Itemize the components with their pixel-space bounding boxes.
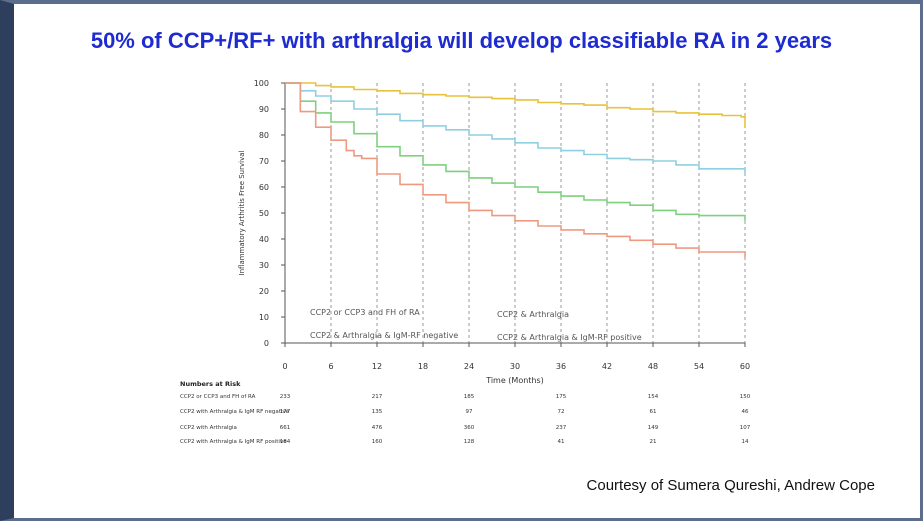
- x-tick-label: 0: [282, 362, 287, 371]
- x-tick-label: 36: [556, 362, 566, 371]
- numbers-at-risk-table: Numbers at Risk CCP2 or CCP3 and FH of RA…: [180, 380, 751, 445]
- risk-cell: 160: [372, 439, 383, 445]
- risk-cell: 135: [372, 409, 383, 415]
- y-tick-label: 50: [259, 209, 269, 218]
- risk-cell: 175: [556, 394, 567, 400]
- x-tick-label: 18: [418, 362, 428, 371]
- legend-entry-4: CCP2 & Arthralgia & IgM-RF positive: [497, 333, 642, 342]
- risk-row-label: CCP2 with Arthralgia: [180, 425, 237, 431]
- risk-row-label: CCP2 or CCP3 and FH of RA: [180, 394, 256, 400]
- y-tick-label: 100: [254, 79, 269, 88]
- y-tick-label: 40: [259, 235, 269, 244]
- risk-cell: 154: [648, 394, 659, 400]
- risk-cell: 360: [464, 425, 475, 431]
- series-line-4: [285, 82, 746, 258]
- slide-title: 50% of CCP+/RF+ with arthralgia will dev…: [90, 28, 833, 53]
- risk-cell: 217: [372, 394, 383, 400]
- y-axis-label: Inflammatory Arthritis Free Survival: [238, 150, 246, 275]
- axes: 0 10 20 30 40 50 60 70 80 90 100 0 6 12 18 24 30 36 42 48 54…: [238, 79, 750, 385]
- y-tick-label: 20: [259, 287, 269, 296]
- risk-cell: 41: [558, 439, 565, 445]
- risk-cell: 72: [558, 409, 565, 415]
- series-lines: [285, 82, 746, 258]
- risk-cell: 128: [464, 439, 475, 445]
- risk-cell: 14: [742, 439, 749, 445]
- risk-row-label: CCP2 with Arthralgia & IgM RF positive: [180, 439, 287, 445]
- y-tick-label: 30: [259, 261, 269, 270]
- risk-cell: 233: [280, 394, 291, 400]
- x-axis-label: Time (Months): [485, 376, 544, 385]
- legend-entry-1: CCP2 or CCP3 and FH of RA: [310, 308, 420, 317]
- x-tick-label: 30: [510, 362, 520, 371]
- x-tick-label: 54: [694, 362, 704, 371]
- risk-cell: 184: [280, 439, 291, 445]
- legend-entry-3: CCP2 & Arthralgia & IgM-RF negative: [310, 331, 458, 340]
- y-tick-label: 0: [264, 339, 269, 348]
- risk-cell: 61: [650, 409, 657, 415]
- risk-cell: 237: [556, 425, 567, 431]
- y-tick-label: 60: [259, 183, 269, 192]
- risk-cell: 21: [650, 439, 657, 445]
- risk-cell: 46: [742, 409, 749, 415]
- x-tick-label: 42: [602, 362, 612, 371]
- legend: CCP2 or CCP3 and FH of RA CCP2 & Arthralg…: [310, 308, 642, 342]
- x-tick-label: 60: [740, 362, 750, 371]
- series-line-2: [285, 82, 746, 174]
- risk-cell: 150: [740, 394, 751, 400]
- risk-table-heading: Numbers at Risk: [180, 380, 241, 388]
- risk-cell: 107: [740, 425, 751, 431]
- risk-cell: 185: [464, 394, 475, 400]
- series-line-3: [285, 82, 746, 221]
- x-tick-label: 24: [464, 362, 474, 371]
- legend-entry-2: CCP2 & Arthralgia: [497, 310, 569, 319]
- risk-cell: 97: [466, 409, 473, 415]
- series-line-1: [285, 82, 746, 128]
- x-tick-label: 6: [328, 362, 333, 371]
- x-tick-label: 48: [648, 362, 658, 371]
- y-tick-label: 10: [259, 313, 269, 322]
- y-tick-label: 70: [259, 157, 269, 166]
- grid-lines: [330, 83, 746, 343]
- risk-cell: 476: [372, 425, 383, 431]
- y-tick-label: 90: [259, 105, 269, 114]
- risk-cell: 177: [280, 409, 291, 415]
- y-tick-label: 80: [259, 131, 269, 140]
- risk-row-label: CCP2 with Arthralgia & IgM RF negative: [180, 409, 290, 415]
- credit-text: Courtesy of Sumera Qureshi, Andrew Cope: [586, 477, 875, 494]
- risk-cell: 149: [648, 425, 659, 431]
- risk-cell: 661: [280, 425, 291, 431]
- x-tick-label: 12: [372, 362, 382, 371]
